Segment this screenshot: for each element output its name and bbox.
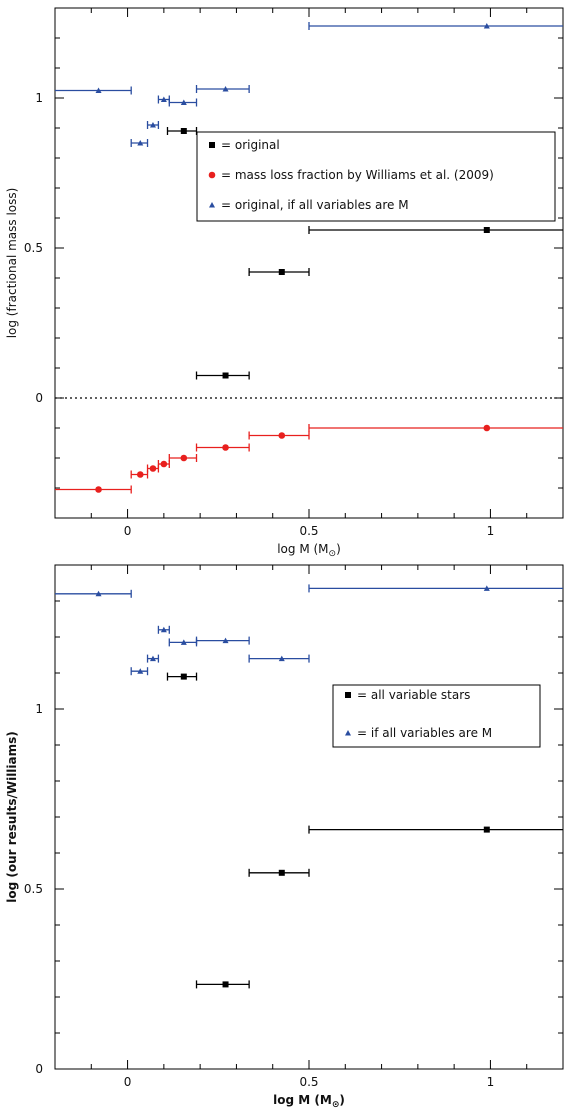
data-point — [180, 128, 187, 134]
x-axis-label-close: ) — [336, 542, 341, 556]
y-tick-label: 1 — [35, 91, 43, 105]
legend-label: = all variable stars — [357, 688, 470, 702]
data-point — [160, 460, 168, 468]
x-tick-label: 0.5 — [299, 1075, 318, 1089]
data-point — [160, 96, 167, 102]
x-axis-label: log M (M⊙) — [273, 1093, 345, 1110]
data-point — [149, 655, 156, 662]
legend-marker — [208, 171, 216, 179]
legend-marker — [345, 692, 351, 698]
data-point — [95, 590, 102, 597]
y-axis-label: log (our results/Williams) — [5, 731, 19, 903]
legend-marker — [209, 142, 215, 148]
data-point — [483, 227, 490, 233]
plot-frame — [54, 7, 564, 519]
series-square — [166, 672, 563, 989]
data-point — [278, 269, 285, 275]
data-point — [95, 486, 102, 493]
legend: = all variable stars = if all variables a… — [332, 684, 541, 748]
data-point — [483, 424, 491, 432]
data-point — [278, 432, 286, 439]
legend: = original = mass loss fraction by Willia… — [196, 131, 556, 222]
legend-label: = original, if all variables are M — [221, 198, 409, 212]
y-tick-label: 0.5 — [24, 241, 43, 255]
data-point — [149, 122, 156, 128]
legend-marker — [209, 202, 215, 208]
data-point — [278, 655, 285, 662]
data-point — [180, 639, 187, 645]
data-point — [483, 23, 490, 29]
series-triangle — [55, 584, 563, 676]
legend-label: = if all variables are M — [357, 726, 492, 740]
chart-panel-1: 0 0.5 1 0 0.5 1 log M (M⊙) log (fractional mass… — [5, 7, 564, 559]
data-point — [160, 626, 167, 633]
data-point — [222, 981, 229, 988]
x-axis-label-close: ) — [339, 1093, 344, 1107]
legend-label: = mass loss fraction by Williams et al. … — [221, 168, 494, 182]
x-axis-label: log M (M⊙) — [277, 542, 341, 559]
data-point — [483, 826, 490, 833]
y-tick-label: 1 — [35, 702, 43, 716]
y-axis-label: log (fractional mass loss) — [5, 188, 19, 339]
legend-box — [332, 684, 541, 748]
data-point — [95, 87, 102, 93]
data-point — [483, 585, 490, 591]
x-axis-label-sub: ⊙ — [332, 1100, 340, 1110]
data-point — [222, 444, 229, 451]
plot-frame — [54, 564, 564, 1070]
data-point — [180, 454, 188, 462]
data-point — [222, 86, 229, 92]
y-tick-label: 0.5 — [24, 882, 43, 896]
legend-label: = original — [221, 138, 280, 152]
data-point — [222, 372, 229, 379]
x-tick-label: 1 — [487, 524, 495, 538]
y-tick-label: 0 — [35, 391, 43, 405]
data-point — [180, 673, 187, 680]
series-triangle — [55, 22, 563, 147]
y-tick-label: 0 — [35, 1062, 43, 1076]
data-point — [137, 668, 144, 674]
series-circle — [55, 424, 563, 494]
x-axis-label-sub: ⊙ — [329, 549, 337, 559]
x-tick-label: 0 — [124, 524, 132, 538]
x-tick-label: 0 — [124, 1075, 132, 1089]
x-tick-label: 0.5 — [299, 524, 318, 538]
x-tick-label: 1 — [487, 1075, 495, 1089]
series-square — [166, 127, 563, 380]
data-point — [137, 140, 144, 146]
data-point — [222, 637, 229, 644]
data-point — [278, 869, 285, 876]
data-point — [149, 465, 157, 472]
data-point — [180, 99, 187, 105]
data-point — [136, 471, 144, 478]
legend-marker — [345, 730, 351, 736]
chart-panel-2: 0 0.5 1 0 0.5 1 log M (M⊙) log (our results/Wil… — [5, 564, 564, 1110]
legend-box — [196, 131, 556, 222]
